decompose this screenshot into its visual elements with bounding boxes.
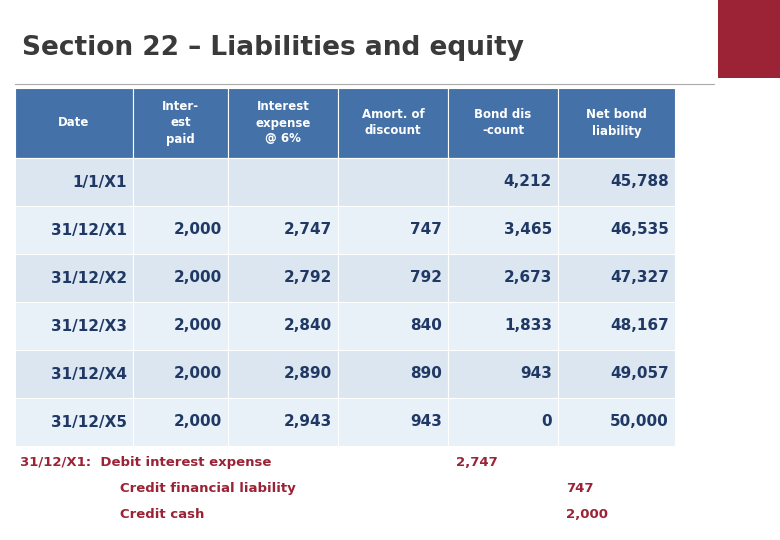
- Text: 31/12/X4: 31/12/X4: [51, 367, 127, 381]
- Text: Net bond
liability: Net bond liability: [586, 109, 647, 138]
- FancyBboxPatch shape: [133, 206, 228, 254]
- FancyBboxPatch shape: [228, 302, 338, 350]
- FancyBboxPatch shape: [133, 302, 228, 350]
- Text: 2,000: 2,000: [174, 367, 222, 381]
- FancyBboxPatch shape: [15, 158, 133, 206]
- FancyBboxPatch shape: [448, 158, 558, 206]
- Text: Date: Date: [58, 117, 90, 130]
- FancyBboxPatch shape: [448, 88, 558, 158]
- Text: 2,000: 2,000: [174, 271, 222, 286]
- Text: 48,167: 48,167: [610, 319, 669, 334]
- FancyBboxPatch shape: [15, 206, 133, 254]
- FancyBboxPatch shape: [448, 398, 558, 446]
- FancyBboxPatch shape: [558, 350, 675, 398]
- Text: 2,000: 2,000: [566, 508, 608, 521]
- FancyBboxPatch shape: [228, 398, 338, 446]
- Text: 1/1/X1: 1/1/X1: [73, 174, 127, 190]
- Text: Inter-
est
paid: Inter- est paid: [162, 100, 199, 145]
- FancyBboxPatch shape: [558, 88, 675, 158]
- FancyBboxPatch shape: [558, 302, 675, 350]
- FancyBboxPatch shape: [718, 0, 780, 78]
- FancyBboxPatch shape: [133, 88, 228, 158]
- Text: 840: 840: [410, 319, 442, 334]
- Text: Section 22 – Liabilities and equity: Section 22 – Liabilities and equity: [22, 35, 524, 61]
- Text: Interest
expense
@ 6%: Interest expense @ 6%: [255, 100, 310, 145]
- Text: 890: 890: [410, 367, 442, 381]
- FancyBboxPatch shape: [338, 158, 448, 206]
- Text: 2,000: 2,000: [174, 415, 222, 429]
- FancyBboxPatch shape: [448, 350, 558, 398]
- FancyBboxPatch shape: [448, 206, 558, 254]
- FancyBboxPatch shape: [15, 254, 133, 302]
- Text: 2,890: 2,890: [284, 367, 332, 381]
- Text: 31/12/X1:  Debit interest expense: 31/12/X1: Debit interest expense: [20, 456, 271, 469]
- FancyBboxPatch shape: [15, 88, 133, 158]
- FancyBboxPatch shape: [15, 350, 133, 398]
- Text: 38: 38: [737, 30, 760, 48]
- Text: 31/12/X2: 31/12/X2: [51, 271, 127, 286]
- FancyBboxPatch shape: [558, 398, 675, 446]
- FancyBboxPatch shape: [338, 302, 448, 350]
- Text: 2,747: 2,747: [284, 222, 332, 238]
- FancyBboxPatch shape: [133, 158, 228, 206]
- Text: Credit cash: Credit cash: [120, 508, 204, 521]
- FancyBboxPatch shape: [338, 398, 448, 446]
- Text: 2,000: 2,000: [174, 319, 222, 334]
- FancyBboxPatch shape: [338, 206, 448, 254]
- FancyBboxPatch shape: [133, 398, 228, 446]
- Text: 46,535: 46,535: [610, 222, 669, 238]
- FancyBboxPatch shape: [338, 88, 448, 158]
- Text: 47,327: 47,327: [610, 271, 669, 286]
- FancyBboxPatch shape: [338, 350, 448, 398]
- FancyBboxPatch shape: [133, 254, 228, 302]
- Text: 4,212: 4,212: [504, 174, 552, 190]
- Text: 50,000: 50,000: [610, 415, 669, 429]
- Text: Credit financial liability: Credit financial liability: [120, 482, 296, 495]
- FancyBboxPatch shape: [15, 398, 133, 446]
- Text: 1,833: 1,833: [504, 319, 552, 334]
- Text: 31/12/X1: 31/12/X1: [51, 222, 127, 238]
- FancyBboxPatch shape: [228, 88, 338, 158]
- Text: 2,000: 2,000: [174, 222, 222, 238]
- Text: 2,943: 2,943: [284, 415, 332, 429]
- FancyBboxPatch shape: [338, 254, 448, 302]
- Text: 2,747: 2,747: [456, 456, 498, 469]
- Text: 2,840: 2,840: [284, 319, 332, 334]
- Text: 943: 943: [520, 367, 552, 381]
- FancyBboxPatch shape: [133, 350, 228, 398]
- Text: 0: 0: [541, 415, 552, 429]
- FancyBboxPatch shape: [228, 350, 338, 398]
- Text: Amort. of
discount: Amort. of discount: [362, 109, 424, 138]
- Text: 747: 747: [566, 482, 594, 495]
- Text: 2,673: 2,673: [504, 271, 552, 286]
- FancyBboxPatch shape: [558, 158, 675, 206]
- FancyBboxPatch shape: [228, 158, 338, 206]
- Text: 31/12/X3: 31/12/X3: [51, 319, 127, 334]
- FancyBboxPatch shape: [228, 254, 338, 302]
- Text: Bond dis
-count: Bond dis -count: [474, 109, 532, 138]
- FancyBboxPatch shape: [558, 206, 675, 254]
- Text: 2,792: 2,792: [284, 271, 332, 286]
- FancyBboxPatch shape: [15, 302, 133, 350]
- Text: 45,788: 45,788: [610, 174, 669, 190]
- FancyBboxPatch shape: [558, 254, 675, 302]
- Text: 943: 943: [410, 415, 442, 429]
- FancyBboxPatch shape: [448, 254, 558, 302]
- FancyBboxPatch shape: [228, 206, 338, 254]
- Text: 792: 792: [410, 271, 442, 286]
- Text: 49,057: 49,057: [610, 367, 669, 381]
- Text: 3,465: 3,465: [504, 222, 552, 238]
- Text: 747: 747: [410, 222, 442, 238]
- Text: 31/12/X5: 31/12/X5: [51, 415, 127, 429]
- FancyBboxPatch shape: [448, 302, 558, 350]
